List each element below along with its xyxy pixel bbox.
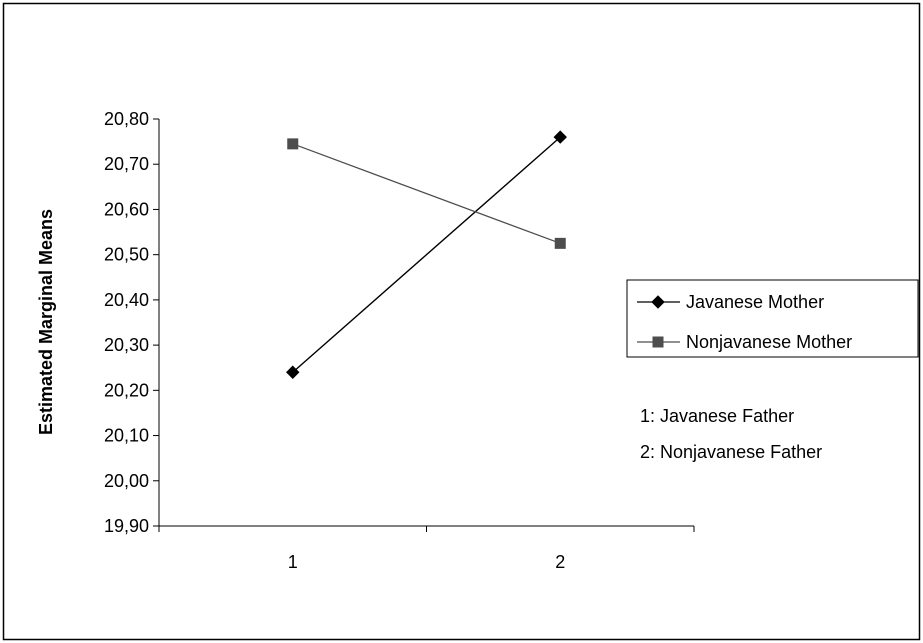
legend-marker-2 [652,336,664,348]
series-line-1 [292,136,561,373]
series-layer [286,130,567,379]
data-point-series-2 [554,237,566,249]
y-tick-label: 19,90 [104,516,149,536]
y-tick-label: 20,70 [104,154,149,174]
y-tick-label: 20,50 [104,245,149,265]
y-tick-label: 20,20 [104,380,149,400]
legend-box [626,279,919,358]
axes: 19,90 20,00 20,10 20,20 20,30 20,40 20,50 20,60… [104,109,695,572]
legend-label-1: Javanese Mother [686,292,824,312]
x-tick-label: 1 [288,552,298,572]
y-tick-label: 20,40 [104,290,149,310]
legend-label-2: Nonjavanese Mother [686,332,852,352]
data-point-series-1 [286,365,300,379]
x-tick-label: 2 [555,552,565,572]
y-tick-label: 20,00 [104,471,149,491]
legend-marker-1 [651,295,665,309]
annotation-category-1: 1: Javanese Father [640,406,794,426]
y-tick-label: 20,10 [104,426,149,446]
y-tick-label: 20,60 [104,199,149,219]
y-tick-label: 20,30 [104,335,149,355]
data-point-series-1 [553,130,567,144]
series-line-2 [292,143,561,244]
legend: Javanese Mother Nonjavanese Mother [626,279,919,358]
annotation-category-2: 2: Nonjavanese Father [640,442,822,462]
y-tick-label: 20,80 [104,109,149,129]
data-point-series-2 [287,138,299,150]
y-axis-label: Estimated Marginal Means [36,209,56,435]
